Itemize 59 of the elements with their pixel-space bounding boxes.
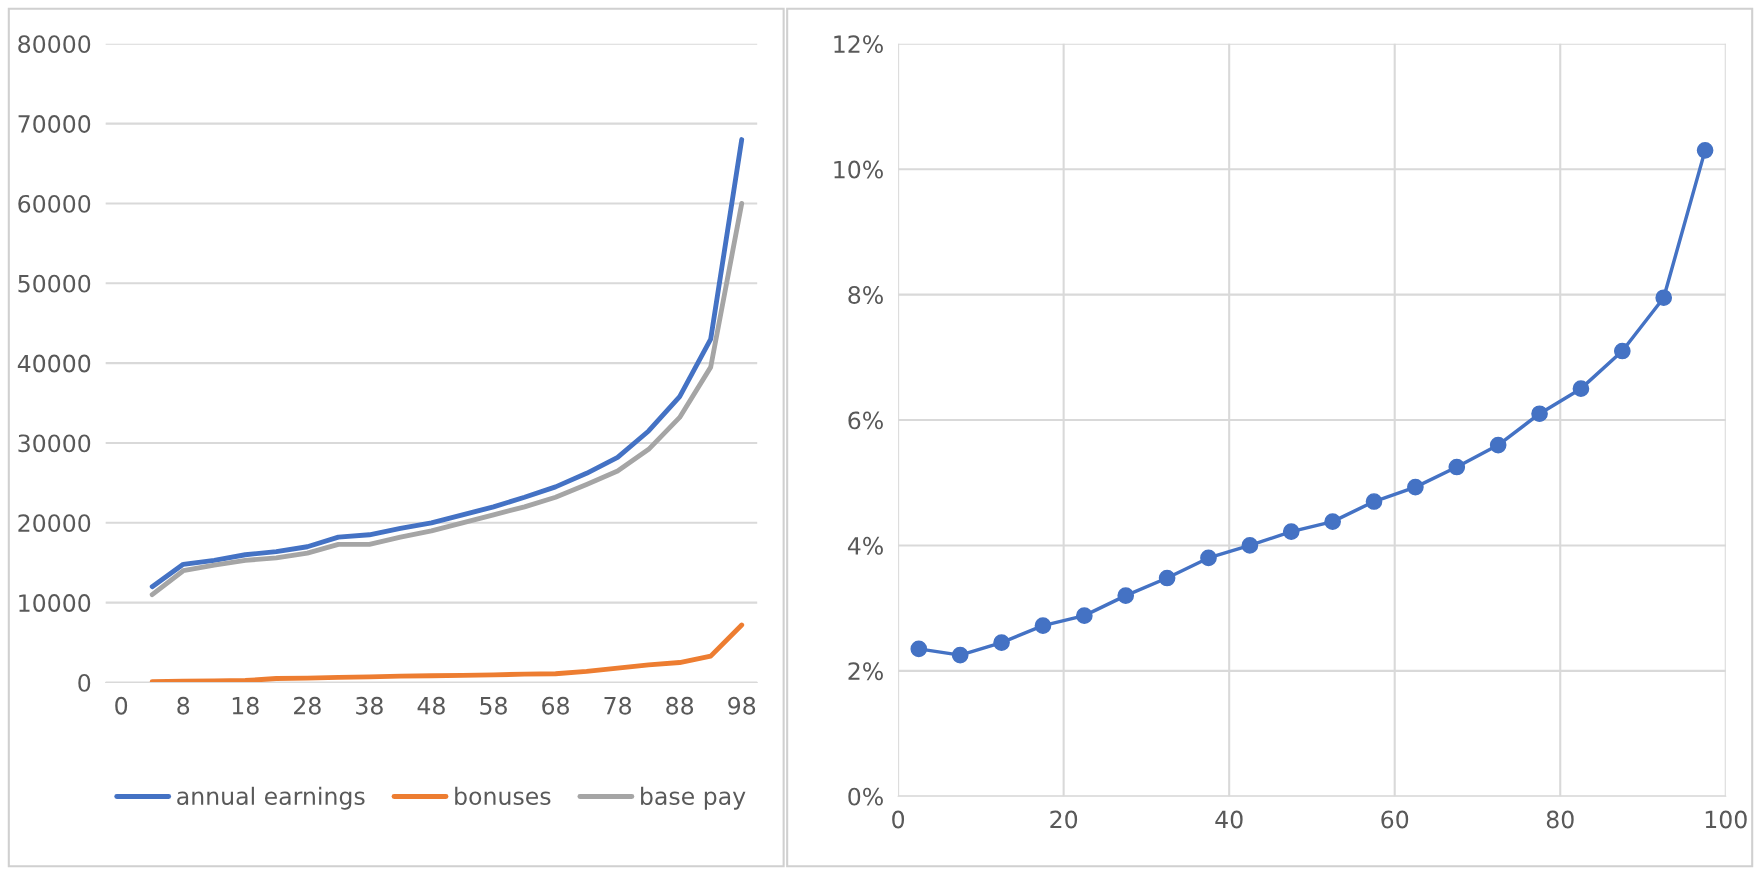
point [1407,478,1424,496]
line-series [149,137,745,590]
line-series [149,201,745,598]
legend-label: base pay [641,786,746,810]
point [1324,513,1341,530]
x-tick-label: 18 [232,696,259,715]
x-tick-label: 80 [1546,810,1574,829]
point [1241,537,1259,554]
point [1613,342,1631,360]
x-tick-label: 0 [115,696,128,715]
x-tick-label: 8 [177,696,190,715]
point [910,640,928,658]
x-tick-label: 40 [1215,810,1243,829]
x-tick-label: 38 [356,696,383,715]
x-tick-label: 0 [892,810,905,829]
x-tick-label: 88 [666,696,694,715]
point [1531,405,1548,423]
y-tick-label: 30000 [18,434,91,453]
x-tick-label: 98 [728,696,756,715]
point [993,634,1010,651]
point [1696,142,1714,159]
point [1200,549,1217,567]
y-tick-label: 70000 [18,115,91,133]
point [1489,436,1507,454]
point [1655,289,1673,307]
y-tick-label: 20000 [18,514,91,533]
point [1034,617,1052,635]
point [1448,458,1466,476]
y-tick-label: 50000 [18,274,91,293]
y-tick-label: 60000 [18,194,91,213]
point [1117,587,1135,604]
point [951,646,969,664]
y-tick-label: 4% [847,536,883,555]
legend-label: annual earnings [177,786,365,810]
x-tick-label: 48 [417,696,445,715]
legend-label: bonuses [455,786,551,806]
y-tick-label: 80000 [18,35,91,54]
y-tick-label: 6% [848,411,883,430]
x-tick-label: 100 [1705,810,1747,829]
line-series [149,622,745,683]
x-tick-label: 68 [542,696,569,715]
y-tick-label: 8% [848,286,883,304]
x-tick-label: 28 [294,696,321,715]
point [1076,607,1093,624]
y-tick-label: 10000 [19,594,91,612]
x-tick-label: 78 [604,696,632,715]
y-tick-label: 2% [848,662,883,681]
y-tick-label: 0% [848,787,883,806]
y-tick-label: 0 [78,673,91,692]
point [1158,569,1176,587]
x-tick-label: 20 [1050,810,1078,829]
y-tick-label: 12% [834,35,883,54]
y-tick-label: 10% [834,160,883,179]
x-tick-label: 58 [480,696,507,715]
point [1572,380,1590,397]
point [1365,493,1383,510]
x-tick-label: 60 [1381,810,1409,829]
point [1282,523,1300,540]
y-tick-label: 40000 [17,354,91,373]
